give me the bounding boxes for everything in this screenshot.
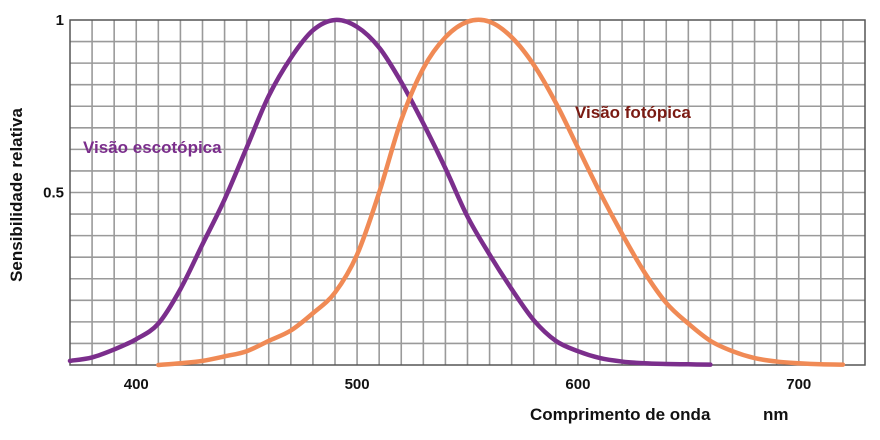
label-escotopica: Visão escotópica [83,138,222,157]
y-axis-title: Sensibilidade relativa [7,108,26,282]
x-tick-label: 600 [565,376,590,393]
x-tick-label: 700 [786,376,811,393]
series-layer [67,17,846,368]
series-line-fotopica [156,17,846,368]
tick-labels: 400 500 600 700 0.5 1 [43,12,811,393]
x-tick-label: 500 [345,376,370,393]
label-fotopica: Visão fotópica [575,103,691,122]
grid [70,20,865,365]
x-tick-label: 400 [124,376,149,393]
y-tick-label: 1 [56,12,64,29]
series-line-escotopica [67,17,713,367]
y-tick-label: 0.5 [43,185,64,202]
x-axis-unit: nm [763,405,789,424]
x-axis-title: Comprimento de onda [530,405,711,424]
